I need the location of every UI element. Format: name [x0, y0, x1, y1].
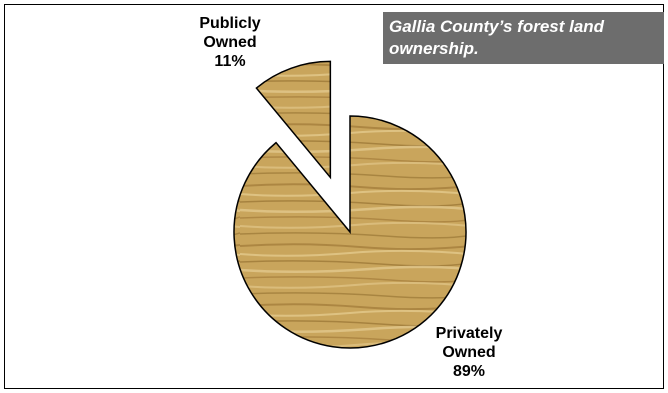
- pie-slice-privately-owned: [233, 115, 467, 349]
- slice-value-label: 89%: [452, 363, 486, 380]
- slice-label-privately-owned: Privately Owned 89%: [409, 324, 529, 381]
- chart-title: Gallia County’s forest land ownership.: [389, 17, 605, 58]
- slice-value-label: 11%: [214, 53, 246, 70]
- slice-label-line1: Privately: [435, 325, 503, 342]
- slice-label-line2: Owned: [442, 344, 496, 361]
- slice-label-line1: Publicly: [199, 15, 261, 32]
- slice-label-line2: Owned: [203, 34, 257, 51]
- slice-label-publicly-owned: Publicly Owned 11%: [170, 14, 290, 71]
- chart-title-box: Gallia County’s forest land ownership.: [383, 12, 664, 64]
- pie-slice-publicly-owned: [255, 60, 332, 180]
